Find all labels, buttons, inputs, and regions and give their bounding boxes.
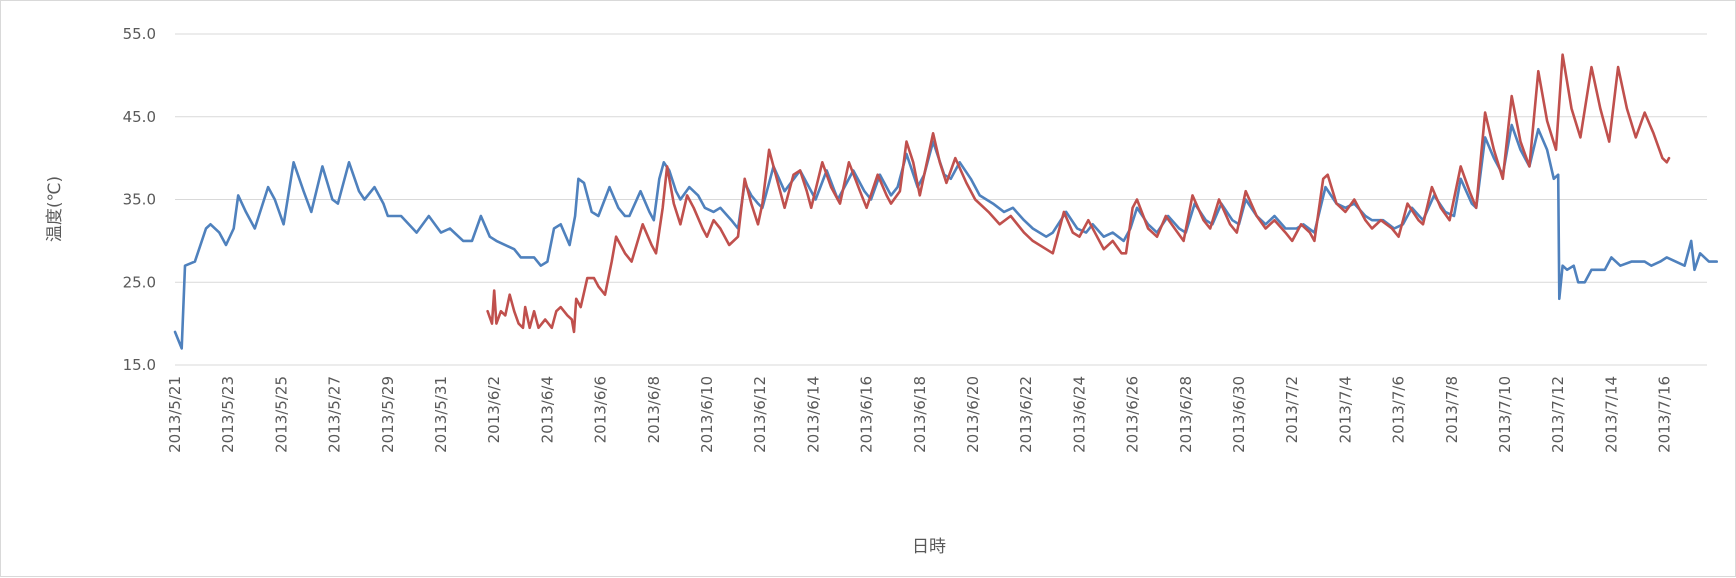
x-tick-label: 2013/7/12 <box>1549 376 1567 453</box>
x-tick-label: 2013/6/26 <box>1124 376 1142 453</box>
x-tick-label: 2013/6/18 <box>911 376 929 453</box>
x-tick-label: 2013/5/21 <box>166 376 184 453</box>
x-tick-label: 2013/6/22 <box>1017 376 1035 453</box>
x-tick-label: 2013/5/29 <box>379 376 397 453</box>
series-lines <box>173 53 1718 350</box>
gridlines <box>175 33 1707 366</box>
x-tick-label: 2013/5/25 <box>272 376 290 453</box>
x-tick-label: 2013/6/4 <box>538 376 556 443</box>
x-tick-label: 2013/6/24 <box>1070 376 1088 453</box>
x-tick-label: 2013/5/27 <box>326 376 344 453</box>
x-axis-title: 日時 <box>912 537 946 557</box>
y-tick-label: 35.0 <box>123 191 156 209</box>
x-axis-ticks: 2013/5/21 2013/5/23 2013/5/25 2013/5/27 2013… <box>166 376 1674 453</box>
x-tick-label: 2013/6/8 <box>645 376 663 443</box>
x-tick-label: 2013/6/28 <box>1177 376 1195 453</box>
x-tick-label: 2013/6/2 <box>485 376 503 443</box>
x-tick-label: 2013/5/31 <box>432 376 450 453</box>
y-tick-label: 45.0 <box>123 108 156 126</box>
x-tick-label: 2013/7/8 <box>1443 376 1461 443</box>
series-line-blue <box>173 123 1718 350</box>
x-tick-label: 2013/6/14 <box>804 376 822 453</box>
x-tick-label: 2013/6/10 <box>698 376 716 453</box>
series-line-red <box>486 53 1671 334</box>
x-tick-label: 2013/5/23 <box>219 376 237 453</box>
x-tick-label: 2013/7/16 <box>1656 376 1674 453</box>
x-tick-label: 2013/7/14 <box>1602 376 1620 453</box>
x-tick-label: 2013/7/6 <box>1390 376 1408 443</box>
x-tick-label: 2013/6/30 <box>1230 376 1248 453</box>
y-tick-label: 25.0 <box>123 273 156 291</box>
x-tick-label: 2013/6/20 <box>964 376 982 453</box>
x-tick-label: 2013/6/12 <box>751 376 769 453</box>
y-axis-title: 温度(℃) <box>45 176 65 242</box>
y-tick-label: 55.0 <box>123 25 156 43</box>
y-tick-label: 15.0 <box>123 356 156 374</box>
y-axis-ticks: 15.0 25.0 35.0 45.0 55.0 <box>123 25 156 374</box>
x-tick-label: 2013/6/16 <box>858 376 876 453</box>
x-tick-label: 2013/7/4 <box>1336 376 1354 443</box>
x-tick-label: 2013/7/2 <box>1283 376 1301 443</box>
x-tick-label: 2013/6/6 <box>592 376 610 443</box>
x-tick-label: 2013/7/10 <box>1496 376 1514 453</box>
